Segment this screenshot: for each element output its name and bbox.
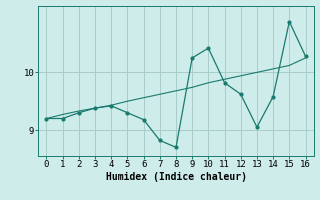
X-axis label: Humidex (Indice chaleur): Humidex (Indice chaleur) xyxy=(106,172,246,182)
